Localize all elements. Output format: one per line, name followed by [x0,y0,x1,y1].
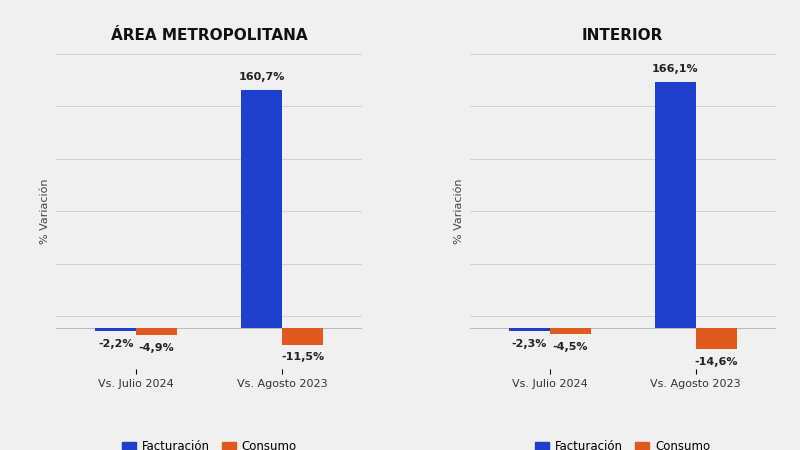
Text: 166,1%: 166,1% [652,64,698,74]
Text: -4,9%: -4,9% [138,343,174,353]
Bar [696,328,737,349]
Y-axis label: % Variación: % Variación [454,179,464,244]
Bar [95,328,136,331]
Title: INTERIOR: INTERIOR [582,28,663,43]
Text: -14,6%: -14,6% [694,357,738,367]
Legend: Facturación, Consumo: Facturación, Consumo [117,435,302,450]
Text: 160,7%: 160,7% [238,72,285,82]
Bar [655,82,696,328]
Text: -2,2%: -2,2% [98,339,134,349]
Bar [509,328,550,331]
Text: -11,5%: -11,5% [281,352,324,362]
Bar [242,90,282,328]
Bar [136,328,177,335]
Bar [550,328,590,334]
Y-axis label: % Variación: % Variación [41,179,50,244]
Text: -4,5%: -4,5% [553,342,588,352]
Bar [282,328,323,345]
Title: ÁREA METROPOLITANA: ÁREA METROPOLITANA [111,28,307,43]
Text: -2,3%: -2,3% [512,339,547,349]
Legend: Facturación, Consumo: Facturación, Consumo [530,435,715,450]
